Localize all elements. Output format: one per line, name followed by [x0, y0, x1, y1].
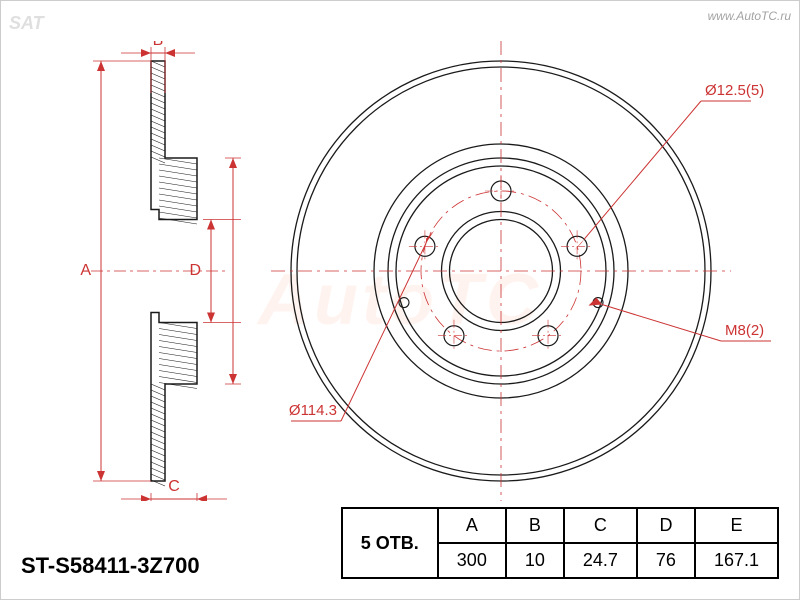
- svg-text:B: B: [153, 41, 164, 49]
- table-val-D: 76: [637, 543, 695, 578]
- svg-text:Ø12.5(5): Ø12.5(5): [705, 82, 764, 99]
- front-face-view: Ø12.5(5) M8(2) Ø114.3: [261, 41, 781, 506]
- svg-text:C: C: [168, 478, 180, 495]
- watermark-url: www.AutoTC.ru: [708, 9, 791, 23]
- table-val-A: 300: [438, 543, 506, 578]
- dimension-table: 5 ОТВ.ABCDE 3001024.776167.1: [341, 507, 779, 579]
- table-col-B: B: [506, 508, 564, 543]
- table-col-E: E: [695, 508, 778, 543]
- svg-text:M8(2): M8(2): [725, 322, 764, 339]
- part-number: ST-S58411-3Z700: [21, 553, 200, 579]
- table-col-A: A: [438, 508, 506, 543]
- table-hole-count: 5 ОТВ.: [342, 508, 438, 578]
- side-cross-section: ADEBC: [61, 41, 241, 506]
- svg-text:D: D: [189, 262, 201, 279]
- table-col-D: D: [637, 508, 695, 543]
- table-header-row: 5 ОТВ.ABCDE: [342, 508, 778, 543]
- table-val-C: 24.7: [564, 543, 637, 578]
- table-col-C: C: [564, 508, 637, 543]
- svg-text:SAT: SAT: [9, 13, 46, 33]
- diagram-container: SAT www.AutoTC.ru AutoTC ADEBC Ø12.5(5)M…: [0, 0, 800, 600]
- svg-text:A: A: [80, 262, 91, 279]
- svg-text:Ø114.3: Ø114.3: [289, 402, 337, 419]
- table-val-E: 167.1: [695, 543, 778, 578]
- table-val-B: 10: [506, 543, 564, 578]
- brand-logo: SAT: [9, 9, 69, 44]
